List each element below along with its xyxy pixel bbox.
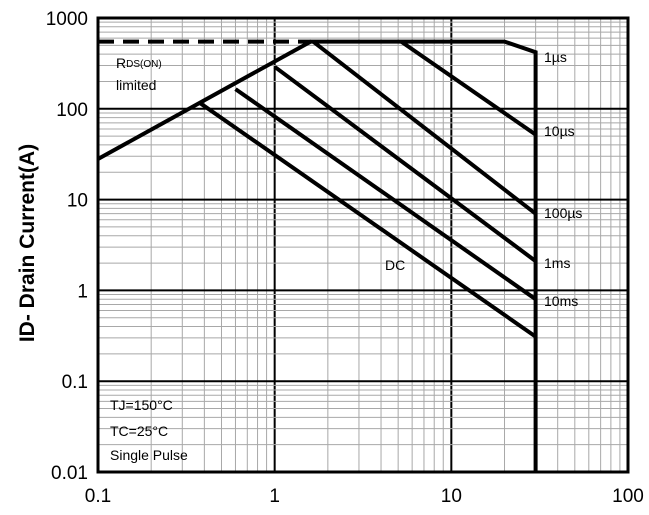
curve-label: 10ms — [544, 293, 578, 309]
soa-curve — [311, 40, 537, 216]
annotation-tc: TC=25°C — [110, 423, 168, 439]
x-tick-label: 100 — [612, 486, 644, 507]
annotation-tj: TJ=150°C — [110, 397, 173, 413]
y-tick-label: 0.1 — [62, 372, 88, 393]
x-tick-label: 0.1 — [85, 486, 111, 507]
y-tick-label: 10 — [67, 191, 88, 212]
y-tick-labels: 0.01 0.1 1 10 100 1000 — [46, 9, 88, 484]
x-tick-labels: 0.1 1 10 100 — [85, 486, 644, 507]
x-tick-label: 1 — [269, 486, 280, 507]
curves — [97, 39, 538, 472]
curve-label: 1µs — [544, 49, 567, 65]
soa-curve — [400, 39, 537, 137]
curve-label: 100µs — [544, 205, 582, 221]
rds-label-subscript: DS(ON) — [126, 59, 162, 70]
rds-label: RDS(ON) — [116, 55, 162, 71]
y-tick-label: 100 — [56, 100, 88, 121]
curve-label: 1ms — [544, 255, 570, 271]
curve-label: DC — [385, 257, 405, 273]
soa-curve — [199, 101, 537, 339]
grid — [98, 18, 628, 472]
y-tick-label: 1 — [77, 281, 88, 302]
soa-curve — [234, 87, 537, 301]
y-axis-label: ID- Drain Current(A) — [16, 144, 39, 342]
curve-label: 10µs — [544, 123, 575, 139]
soa-curve — [97, 39, 538, 472]
plot-frame — [96, 16, 630, 474]
curve-labels: 1µs 10µs 100µs 1ms 10ms DC — [385, 49, 582, 309]
y-tick-label: 0.01 — [51, 463, 88, 484]
y-tick-label: 1000 — [46, 9, 88, 30]
soa-curve — [273, 65, 537, 263]
rds-label-line2: limited — [116, 77, 156, 93]
x-tick-label: 10 — [441, 486, 462, 507]
rds-label-main: R — [116, 55, 126, 71]
annotation-single-pulse: Single Pulse — [110, 447, 188, 463]
